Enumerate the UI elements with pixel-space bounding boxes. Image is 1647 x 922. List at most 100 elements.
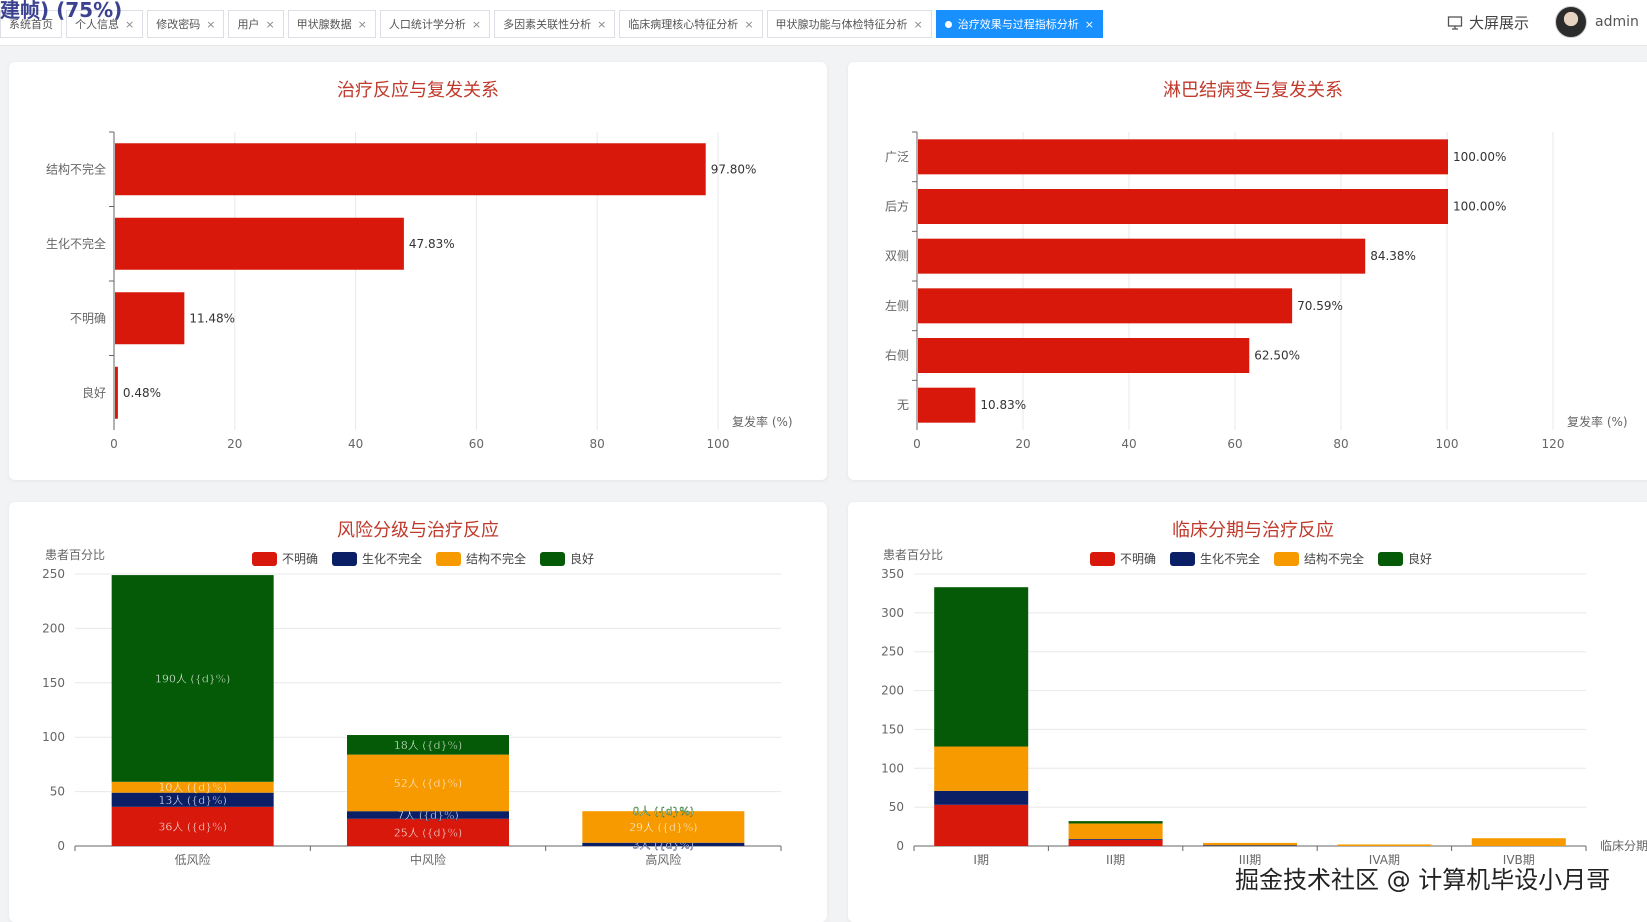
legend-label: 生化不完全 bbox=[1200, 552, 1261, 566]
category-label: 无 bbox=[897, 398, 909, 412]
tab-label: 治疗效果与过程指标分析 bbox=[957, 18, 1079, 31]
legend-item[interactable]: 结构不完全 bbox=[436, 550, 526, 567]
bar bbox=[115, 292, 185, 345]
tab-5[interactable]: 人口统计学分析 × bbox=[379, 10, 491, 38]
bar-segment bbox=[1068, 821, 1163, 824]
category-label: II期 bbox=[1106, 853, 1125, 867]
tab-2[interactable]: 修改密码 × bbox=[147, 10, 225, 38]
y-tick-label: 250 bbox=[881, 645, 904, 659]
close-icon[interactable]: × bbox=[597, 17, 607, 31]
legend-label: 不明确 bbox=[1120, 552, 1157, 566]
tab-label: 甲状腺功能与体检特征分析 bbox=[775, 18, 908, 31]
close-icon[interactable]: × bbox=[265, 17, 275, 31]
segment-label: 36人 ({d}%) bbox=[158, 820, 227, 833]
segment-label: 10人 ({d}%) bbox=[158, 781, 227, 794]
tab-7[interactable]: 临床病理核心特征分析 × bbox=[619, 10, 763, 38]
bar bbox=[115, 143, 706, 196]
bar-value-label: 0.48% bbox=[123, 386, 161, 400]
avatar bbox=[1555, 6, 1587, 38]
top-bar: 系统首页 个人信息 × 修改密码 × 用户 × 甲状腺数据 × 人口统计学分析 × 多因素关联性分析 ×… bbox=[0, 0, 1647, 46]
legend-item[interactable]: 结构不完全 bbox=[1274, 550, 1364, 567]
x-tick-label: 40 bbox=[1121, 437, 1136, 451]
chart-title: 风险分级与治疗反应 bbox=[337, 520, 499, 541]
bar-value-label: 10.83% bbox=[980, 398, 1026, 412]
close-icon[interactable]: × bbox=[357, 17, 367, 31]
close-icon[interactable]: × bbox=[744, 17, 754, 31]
category-label: IVA期 bbox=[1369, 853, 1400, 867]
bar-segment bbox=[347, 818, 509, 846]
user-menu[interactable]: admin bbox=[1555, 6, 1639, 38]
legend-item[interactable]: 良好 bbox=[540, 550, 594, 567]
legend-item[interactable]: 良好 bbox=[1378, 550, 1432, 567]
close-icon[interactable]: × bbox=[125, 17, 135, 31]
x-axis-name: 临床分期 bbox=[1600, 839, 1647, 853]
tab-9[interactable]: 治疗效果与过程指标分析 × bbox=[935, 10, 1103, 38]
category-label: 后方 bbox=[885, 199, 909, 214]
tab-1[interactable]: 个人信息 × bbox=[66, 10, 144, 38]
segment-label: 190人 ({d}%) bbox=[155, 672, 231, 685]
tab-label: 个人信息 bbox=[75, 18, 119, 31]
segment-label: 18人 ({d}%) bbox=[394, 739, 463, 752]
bar-segment bbox=[934, 790, 1029, 805]
legend-item[interactable]: 不明确 bbox=[252, 550, 318, 567]
y-tick-label: 200 bbox=[42, 621, 65, 635]
tab-8[interactable]: 甲状腺功能与体检特征分析 × bbox=[766, 10, 932, 38]
legend-item[interactable]: 生化不完全 bbox=[332, 550, 422, 567]
x-tick-label: 80 bbox=[1333, 437, 1348, 451]
big-screen-button[interactable]: 大屏展示 bbox=[1447, 12, 1529, 33]
bar-segment bbox=[1203, 845, 1297, 846]
legend-swatch bbox=[1170, 551, 1196, 566]
y-tick-label: 100 bbox=[42, 730, 65, 744]
legend-item[interactable]: 生化不完全 bbox=[1170, 550, 1260, 567]
bar-value-label: 100.00% bbox=[1453, 150, 1506, 164]
bar bbox=[115, 366, 118, 419]
big-screen-label: 大屏展示 bbox=[1469, 14, 1530, 32]
segment-label: 25人 ({d}%) bbox=[394, 826, 463, 839]
legend-swatch bbox=[332, 551, 358, 566]
active-dot-icon bbox=[944, 20, 952, 28]
bar bbox=[918, 387, 976, 423]
legend-label: 不明确 bbox=[282, 552, 319, 566]
bar-segment bbox=[347, 811, 509, 819]
x-tick-label: 40 bbox=[348, 437, 363, 451]
bar-value-label: 62.50% bbox=[1254, 349, 1300, 363]
close-icon[interactable]: × bbox=[1084, 17, 1094, 31]
y-tick-label: 350 bbox=[881, 567, 904, 581]
category-label: 低风险 bbox=[175, 852, 211, 867]
category-label: 生化不完全 bbox=[46, 236, 106, 251]
y-tick-label: 50 bbox=[50, 785, 65, 799]
bar-segment bbox=[347, 735, 509, 755]
x-tick-label: 0 bbox=[110, 437, 118, 451]
legend-swatch bbox=[1378, 551, 1404, 566]
chart-panel-treatment-relapse: 治疗反应与复发关系 0 20 40 60 80 100 复发率 (%) 结构不完全 97.80%… bbox=[9, 62, 827, 480]
y-tick-label: 50 bbox=[889, 800, 904, 814]
tab-label: 用户 bbox=[237, 18, 260, 31]
x-tick-label: 100 bbox=[707, 437, 730, 451]
chart-title: 临床分期与治疗反应 bbox=[1172, 520, 1334, 541]
tab-4[interactable]: 甲状腺数据 × bbox=[287, 10, 376, 38]
x-tick-label: 120 bbox=[1542, 437, 1565, 451]
y-tick-label: 100 bbox=[881, 761, 904, 775]
tab-6[interactable]: 多因素关联性分析 × bbox=[494, 10, 616, 38]
bar-segment bbox=[1068, 839, 1163, 840]
close-icon[interactable]: × bbox=[913, 17, 923, 31]
y-tick-label: 150 bbox=[881, 722, 904, 736]
bar bbox=[918, 288, 1293, 324]
y-tick-label: 0 bbox=[57, 839, 65, 853]
close-icon[interactable]: × bbox=[206, 17, 216, 31]
overlay-text: 建帧) (75%) bbox=[0, 0, 123, 22]
chart-legend: 不明确 生化不完全 结构不完全 良好 bbox=[252, 550, 594, 567]
bar-value-label: 70.59% bbox=[1297, 299, 1343, 313]
x-tick-label: 20 bbox=[227, 437, 242, 451]
legend-label: 生化不完全 bbox=[362, 552, 423, 566]
tab-3[interactable]: 用户 × bbox=[228, 10, 284, 38]
bar-segment bbox=[1471, 838, 1566, 846]
legend-item[interactable]: 不明确 bbox=[1090, 550, 1156, 567]
close-icon[interactable]: × bbox=[471, 17, 482, 31]
tab-0[interactable]: 系统首页 bbox=[0, 10, 62, 38]
legend-swatch bbox=[252, 551, 277, 566]
chart-panel-stage-response: 临床分期与治疗反应 患者百分比 不明确 生化不完全 结构不完全 良好 0 50 100 15… bbox=[848, 502, 1647, 922]
bar-segment bbox=[582, 842, 745, 846]
y-tick-label: 250 bbox=[42, 567, 65, 581]
